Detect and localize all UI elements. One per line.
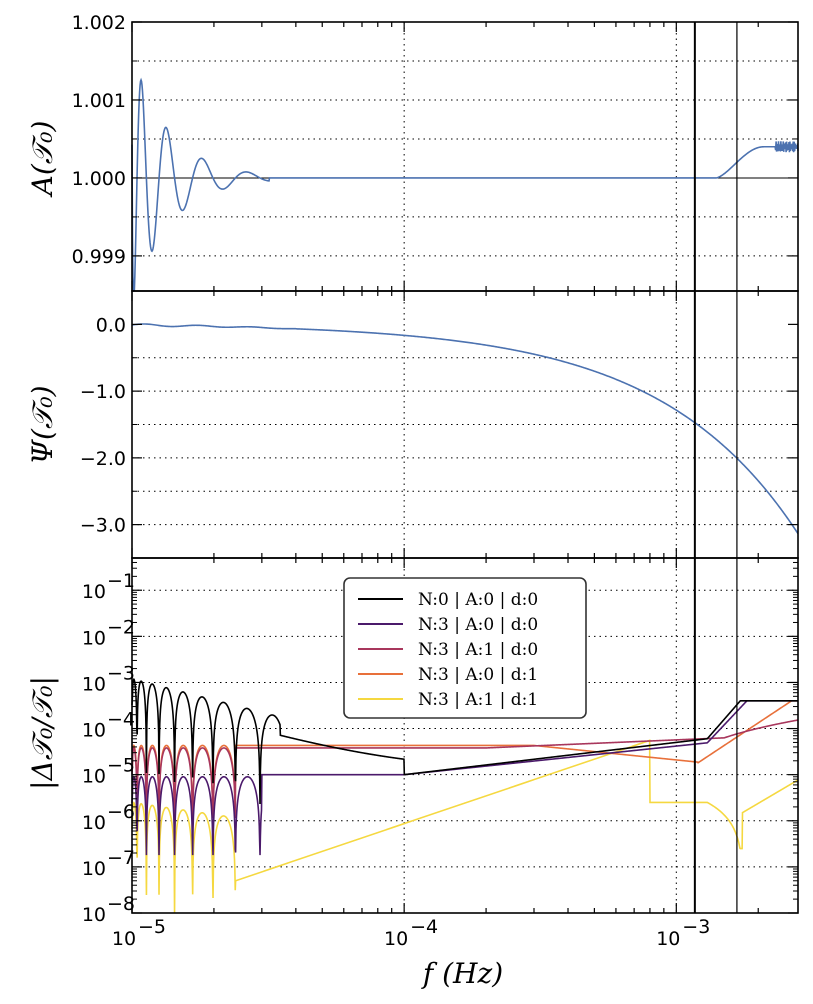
y-tick-exponent: −2 <box>107 616 135 638</box>
series-layer <box>131 77 799 914</box>
y-tick-label-bottom: 10 <box>82 581 106 603</box>
legend-entry-label: N:3 | A:0 | d:0 <box>418 615 538 635</box>
error-series-1 <box>131 700 798 856</box>
amplitude-line <box>131 77 799 292</box>
y-tick-exponent: −7 <box>107 847 135 869</box>
error-series-2 <box>131 719 799 819</box>
phase-line <box>131 323 799 535</box>
error-series-3 <box>131 700 798 816</box>
y-tick-exponent: −1 <box>107 570 135 592</box>
y-tick-label-top: 1.000 <box>72 168 126 190</box>
panel-frame-top <box>131 21 799 292</box>
y-tick-label-bottom: 10 <box>82 904 106 926</box>
y-tick-exponent: −5 <box>107 755 135 777</box>
y-tick-label-top: 1.001 <box>72 90 126 112</box>
y-tick-label-bottom: 10 <box>82 627 106 649</box>
y-tick-label-middle: −3.0 <box>80 515 126 537</box>
frames-layer <box>131 21 799 914</box>
y-tick-label-middle: 0.0 <box>96 314 126 336</box>
y-tick-exponent: −3 <box>107 662 135 684</box>
legend-entry-label: N:3 | A:0 | d:1 <box>418 665 538 685</box>
y-tick-label-bottom: 10 <box>82 673 106 695</box>
y-tick-label-bottom: 10 <box>82 720 106 742</box>
y-tick-label-bottom: 10 <box>82 766 106 788</box>
y-tick-label-top: 0.999 <box>72 246 126 268</box>
x-axis-label: f (Hz) <box>421 957 503 990</box>
y-tick-label-middle: −1.0 <box>80 381 126 403</box>
y-tick-exponent: −6 <box>107 801 135 823</box>
x-tick-exponent: −3 <box>682 916 710 938</box>
y-tick-exponent: −4 <box>107 709 135 731</box>
x-tick-exponent: −4 <box>410 916 438 938</box>
error-series-4 <box>131 739 799 914</box>
legend-box <box>343 577 587 719</box>
labels-layer: 10−510−410−30.9991.0001.0011.0020.0−1.0−… <box>72 12 711 950</box>
x-tick-label: 10 <box>384 928 408 950</box>
legend-entry-label: N:3 | A:1 | d:0 <box>418 640 538 660</box>
x-tick-exponent: −5 <box>138 916 166 938</box>
grid-layer <box>132 22 798 913</box>
top-ylabel: A(𝒯₀) <box>26 121 59 199</box>
legend-entry-label: N:0 | A:0 | d:0 <box>418 590 538 610</box>
middle-ylabel: Ψ(𝒯₀) <box>26 385 59 464</box>
y-tick-label-bottom: 10 <box>82 858 106 880</box>
ticks-layer <box>131 21 798 914</box>
legend-entry-label: N:3 | A:1 | d:1 <box>418 690 538 710</box>
y-tick-exponent: −8 <box>107 893 135 915</box>
x-tick-label: 10 <box>656 928 680 950</box>
x-tick-label: 10 <box>112 928 136 950</box>
y-tick-label-bottom: 10 <box>82 812 106 834</box>
y-tick-label-middle: −2.0 <box>80 448 126 470</box>
legend: N:0 | A:0 | d:0 N:3 | A:0 | d:0 N:3 | A:1 … <box>343 577 587 719</box>
error-series-0 <box>131 677 798 805</box>
bottom-ylabel: |Δ𝒯₀/𝒯₀| <box>26 676 59 790</box>
y-tick-label-top: 1.002 <box>72 12 126 34</box>
